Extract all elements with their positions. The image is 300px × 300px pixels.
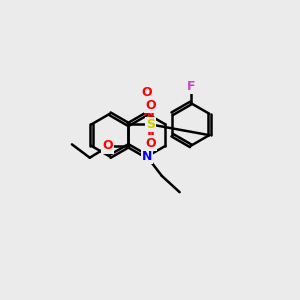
Text: N: N [142, 150, 152, 163]
Text: O: O [102, 139, 113, 152]
Text: O: O [146, 99, 156, 112]
Text: F: F [187, 80, 195, 93]
Text: O: O [146, 137, 156, 150]
Text: S: S [146, 118, 155, 131]
Text: O: O [142, 86, 152, 99]
